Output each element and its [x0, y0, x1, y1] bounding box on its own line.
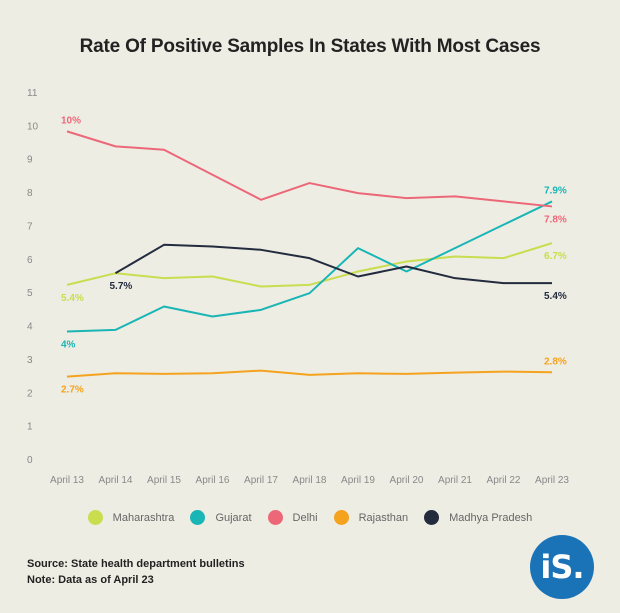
- chart-title: Rate Of Positive Samples In States With …: [79, 36, 541, 57]
- y-tick-label: 8: [27, 188, 33, 199]
- y-tick-label: 9: [27, 155, 33, 166]
- legend-swatch: [87, 510, 103, 525]
- x-axis: April 13 April 14 April 15 April 16 April 17…: [50, 475, 569, 486]
- data-label-madhya-pradesh: 5.4%: [544, 291, 567, 302]
- y-tick-label: 11: [27, 88, 38, 99]
- x-tick-label: April 16: [196, 475, 230, 486]
- series-lines: [66, 130, 553, 378]
- data-label-gujarat: 4%: [61, 340, 76, 351]
- legend-swatch: [333, 510, 349, 525]
- y-axis: 0 1 2 3 4 5 6 7 8 9 10 11: [27, 88, 39, 466]
- y-tick-label: 1: [27, 422, 33, 433]
- legend-item-rajasthan: Rajasthan: [333, 510, 409, 525]
- x-tick-label: April 22: [487, 475, 521, 486]
- x-tick-label: April 15: [147, 475, 181, 486]
- y-tick-label: 3: [27, 355, 33, 366]
- x-tick-label: April 21: [438, 475, 472, 486]
- x-tick-label: April 18: [293, 475, 327, 486]
- legend-item-madhya-pradesh: Madhya Pradesh: [424, 510, 532, 525]
- y-tick-label: 2: [27, 388, 33, 399]
- y-tick-label: 4: [27, 322, 33, 333]
- x-tick-label: April 20: [390, 475, 424, 486]
- legend-item-maharashtra: Maharashtra: [87, 510, 175, 525]
- data-label-delhi: 7.8%: [544, 214, 567, 225]
- source-note: Source: State health department bulletin…: [27, 558, 245, 570]
- y-tick-label: 7: [27, 221, 33, 232]
- x-tick-label: April 19: [341, 475, 375, 486]
- legend-label: Delhi: [292, 511, 318, 524]
- legend-label: Gujarat: [215, 511, 252, 524]
- legend-item-gujarat: Gujarat: [190, 510, 252, 525]
- y-tick-label: 0: [27, 455, 33, 466]
- x-tick-label: April 13: [50, 475, 84, 486]
- footer: Source: State health department bulletin…: [27, 556, 245, 588]
- legend-swatch: [424, 510, 440, 525]
- data-label-rajasthan: 2.7%: [61, 385, 84, 396]
- x-tick-label: April 17: [244, 475, 278, 486]
- series-line-maharashtra: [66, 242, 553, 288]
- y-tick-label: 6: [27, 255, 33, 266]
- data-label-maharashtra: 5.4%: [61, 293, 84, 304]
- y-tick-label: 10: [27, 121, 39, 132]
- chart-legend: Maharashtra Gujarat Delhi Rajasthan Madhya P…: [0, 510, 620, 525]
- legend-swatch: [190, 510, 206, 525]
- legend-item-delhi: Delhi: [267, 510, 318, 525]
- data-label-delhi: 10%: [61, 115, 81, 126]
- series-line-delhi: [66, 130, 553, 208]
- legend-label: Rajasthan: [358, 511, 409, 524]
- y-tick-label: 5: [27, 288, 33, 299]
- brand-logo-text: iS.: [540, 548, 584, 586]
- legend-label: Maharashtra: [112, 511, 175, 524]
- series-line-madhya-pradesh: [114, 243, 552, 285]
- data-note: Note: Data as of April 23: [27, 574, 154, 586]
- data-label-madhya-pradesh: 5.7%: [110, 281, 133, 292]
- x-tick-label: April 23: [535, 475, 569, 486]
- brand-logo: iS.: [530, 535, 594, 599]
- data-labels: 5.4% 6.7% 4% 7.9% 10% 7.8% 2.7% 2.8% 5.7% 5.4%: [61, 115, 567, 395]
- series-line-rajasthan: [66, 369, 553, 378]
- legend-label: Madhya Pradesh: [449, 511, 533, 524]
- legend-swatch: [267, 510, 283, 525]
- x-tick-label: April 14: [99, 475, 133, 486]
- series-line-gujarat: [66, 200, 553, 333]
- data-label-gujarat: 7.9%: [544, 185, 567, 196]
- data-label-maharashtra: 6.7%: [544, 251, 567, 262]
- data-label-rajasthan: 2.8%: [544, 356, 567, 367]
